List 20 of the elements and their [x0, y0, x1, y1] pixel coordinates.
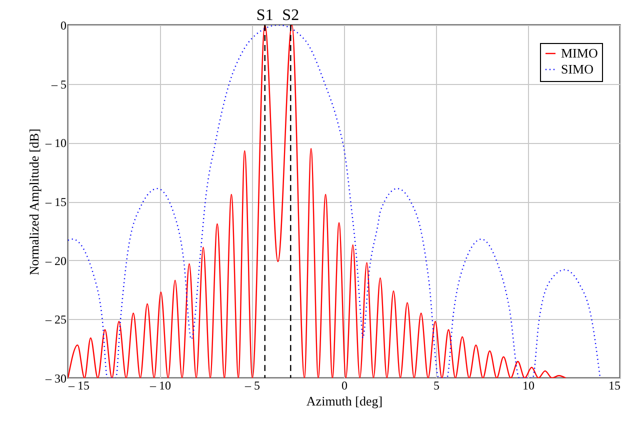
- x-tick-label: 15: [608, 378, 620, 392]
- x-tick-label: 0: [342, 378, 348, 392]
- x-tick-label: – 10: [149, 378, 171, 392]
- ref-line-label: S1: [256, 7, 274, 24]
- y-tick-label: – 15: [44, 195, 66, 209]
- y-tick-label: – 30: [44, 372, 66, 386]
- y-tick-label: – 25: [44, 312, 66, 327]
- y-tick-label: 0: [60, 18, 66, 32]
- x-axis-title: Azimuth [deg]: [306, 394, 383, 408]
- x-tick-label: 5: [434, 378, 440, 392]
- y-tick-label: – 20: [44, 254, 66, 268]
- legend-label: MIMO: [561, 46, 598, 60]
- x-tick-label: 10: [522, 378, 534, 392]
- y-tick-label: – 5: [50, 77, 66, 92]
- x-tick-label: – 15: [68, 378, 90, 392]
- y-axis-title: Normalized Amplitude [dB]: [26, 128, 42, 276]
- y-tick-label: – 10: [44, 136, 66, 150]
- legend-label: SIMO: [561, 62, 594, 76]
- x-tick-label: – 5: [244, 378, 260, 392]
- ref-line-label: S2: [282, 7, 300, 24]
